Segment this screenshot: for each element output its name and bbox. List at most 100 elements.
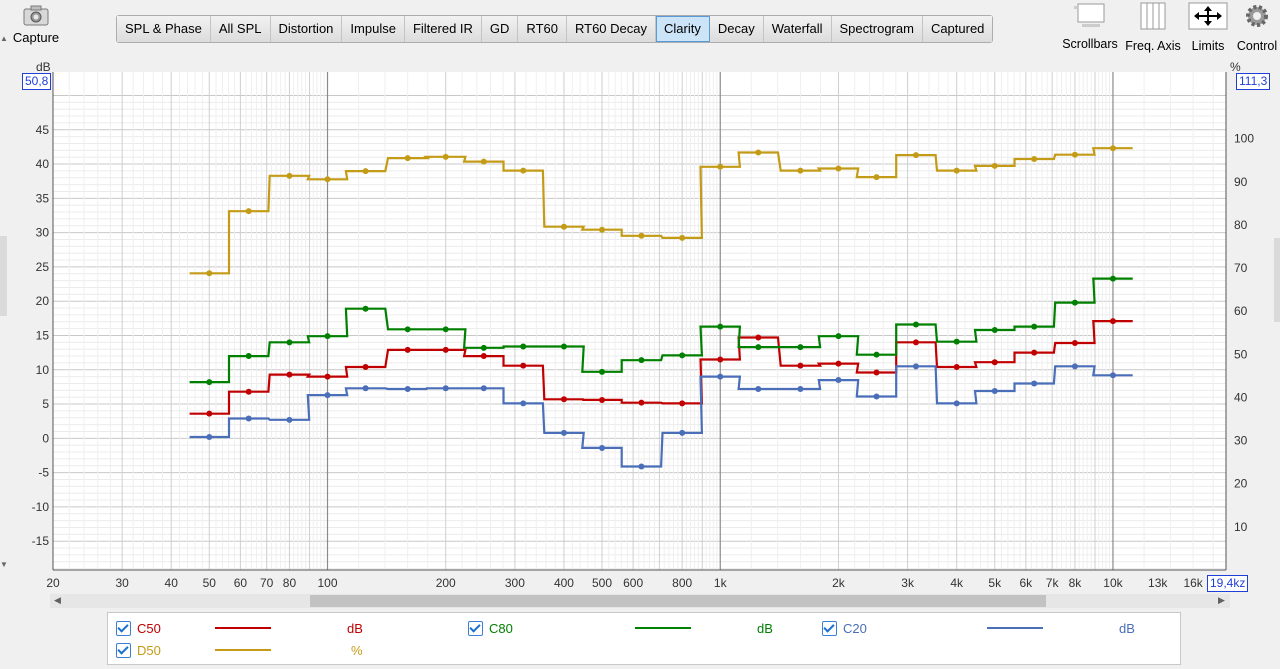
y-right-tick-label: 60 [1234,304,1248,318]
legend-item-c20[interactable]: C20 dB [822,619,1179,637]
series-d50-point [755,149,762,156]
plot-area [53,72,1226,570]
x-tick-label: 2k [832,576,846,590]
y-left-tick-label: 45 [36,123,50,137]
x-tick-label: 13k [1148,576,1168,590]
tab-clarity[interactable]: Clarity [656,16,710,42]
legend-unit: dB [1119,620,1135,636]
down-arrow-icon: ▼ [0,560,8,569]
series-c20-point [755,385,762,392]
y-right-tick-label: 70 [1234,261,1248,275]
legend-swatch [635,627,691,629]
limits-button[interactable]: Limits [1186,2,1230,53]
series-c50-point [835,360,842,367]
x-tick-label: 20 [46,576,60,590]
control-button[interactable]: Control [1234,2,1280,53]
y-left-tick-label: 20 [36,294,50,308]
series-c80-point [599,368,606,375]
legend-name: C20 [843,620,867,636]
series-c20-point [520,400,527,407]
x-tick-label: 16k [1183,576,1203,590]
x-tick-label: 50 [203,576,217,590]
series-d50-point [245,208,252,215]
tab-gd[interactable]: GD [481,16,519,42]
series-c80-point [520,343,527,350]
c80-checkbox[interactable] [468,620,483,636]
series-c20-point [362,385,369,392]
series-c20-point [717,373,724,380]
x-tick-label: 800 [672,576,692,590]
series-d50-point [873,174,880,181]
scrollbars-label: Scrollbars [1062,37,1118,51]
series-c50-point [873,369,880,376]
series-d50-point [991,162,998,169]
d50-checkbox[interactable] [116,642,131,658]
c50-checkbox[interactable] [116,620,131,636]
series-c50-point [560,396,567,403]
series-d50-point [520,167,527,174]
right-edge-handle[interactable] [1274,238,1280,322]
scroll-right-icon[interactable]: ▶ [1218,595,1225,605]
series-c20-point [324,392,331,399]
right-axis-unit: % [1230,60,1241,74]
scrollbars-icon [1074,3,1105,27]
tab-impulse[interactable]: Impulse [342,16,405,42]
legend-unit: % [351,642,363,658]
x-tick-label: 100 [317,576,337,590]
tab-spl-phase[interactable]: SPL & Phase [117,16,211,42]
tab-spectrogram[interactable]: Spectrogram [831,16,923,42]
right-axis-top-limit[interactable]: 111,3 [1236,73,1271,90]
series-d50-point [560,223,567,230]
x-tick-label: 10k [1103,576,1123,590]
x-axis-right-limit[interactable]: 19,4kz [1207,575,1249,592]
series-c20-point [286,416,293,423]
legend-item-d50[interactable]: D50 % [116,641,411,659]
series-c80-point [560,343,567,350]
series-c50-point [480,353,487,360]
series-c80-point [638,357,645,364]
series-d50-point [206,270,213,277]
series-c50-point [1109,318,1116,325]
x-tick-label: 4k [950,576,964,590]
y-right-tick-label: 90 [1234,175,1248,189]
clarity-chart[interactable]: 454035302520151050-5-10-1510090807060504… [0,0,1280,600]
freq-axis-button[interactable]: Freq. Axis [1124,2,1182,53]
y-right-tick-label: 80 [1234,218,1248,232]
series-c80-point [324,333,331,340]
series-c80-point [912,321,919,328]
series-d50-point [480,158,487,165]
tab-waterfall[interactable]: Waterfall [763,16,832,42]
capture-button[interactable]: Capture [10,2,62,52]
legend-item-c50[interactable]: C50 dB [116,619,407,637]
tab-all-spl[interactable]: All SPL [210,16,271,42]
series-c80-point [362,305,369,312]
legend-item-c80[interactable]: C80 dB [468,619,817,637]
freq-axis-icon [1140,2,1166,30]
tab-rt60[interactable]: RT60 [518,16,567,42]
tab-distortion[interactable]: Distortion [270,16,343,42]
series-c50-point [1031,349,1038,356]
scroll-left-icon[interactable]: ◀ [54,595,61,605]
tab-filtered-ir[interactable]: Filtered IR [404,16,482,42]
tab-captured[interactable]: Captured [922,16,993,42]
tab-rt60-decay[interactable]: RT60 Decay [566,16,656,42]
scrollbar-thumb[interactable] [310,595,1046,607]
y-left-tick-label: -15 [32,534,50,548]
series-c80-point [245,353,252,360]
capture-label: Capture [12,30,60,45]
series-c80-point [1109,275,1116,282]
x-tick-label: 1k [714,576,728,590]
series-c50-point [638,399,645,406]
series-c20-point [953,400,960,407]
left-edge-handle[interactable] [0,236,7,316]
series-c80-point [442,326,449,333]
x-tick-label: 400 [554,576,574,590]
y-left-tick-label: 25 [36,260,50,274]
series-c20-point [560,429,567,436]
tab-decay[interactable]: Decay [709,16,764,42]
series-c50-point [206,410,213,417]
scrollbars-button[interactable]: Scrollbars [1062,2,1118,51]
left-axis-top-limit[interactable]: 50,8 [22,73,52,90]
y-right-tick-label: 20 [1234,477,1248,491]
c20-checkbox[interactable] [822,620,837,636]
